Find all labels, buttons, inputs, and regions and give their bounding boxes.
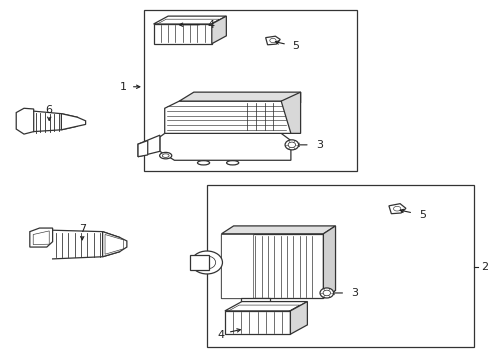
- Polygon shape: [179, 92, 300, 103]
- Text: 5: 5: [419, 210, 426, 220]
- Polygon shape: [389, 204, 406, 214]
- Ellipse shape: [197, 161, 210, 165]
- Circle shape: [288, 142, 295, 148]
- Polygon shape: [241, 298, 270, 307]
- Ellipse shape: [226, 161, 239, 165]
- Text: 3: 3: [316, 140, 323, 150]
- Text: 4: 4: [218, 330, 224, 340]
- Bar: [225, 311, 291, 334]
- Ellipse shape: [160, 152, 172, 159]
- Circle shape: [198, 256, 216, 269]
- Circle shape: [323, 290, 331, 296]
- Polygon shape: [30, 228, 52, 247]
- Polygon shape: [225, 302, 307, 311]
- Polygon shape: [281, 92, 300, 134]
- Polygon shape: [160, 134, 291, 160]
- Text: 7: 7: [79, 224, 86, 234]
- Polygon shape: [323, 226, 336, 298]
- Polygon shape: [212, 16, 226, 44]
- Bar: [190, 255, 209, 270]
- Polygon shape: [102, 231, 127, 257]
- Ellipse shape: [270, 39, 276, 42]
- Bar: [221, 234, 323, 298]
- Circle shape: [320, 288, 334, 298]
- Bar: [144, 10, 357, 171]
- Polygon shape: [61, 114, 86, 130]
- Ellipse shape: [393, 206, 401, 211]
- Text: 4: 4: [207, 20, 215, 30]
- Text: 1: 1: [120, 82, 126, 92]
- Bar: [221, 234, 253, 298]
- Circle shape: [192, 251, 222, 274]
- Polygon shape: [266, 36, 280, 45]
- Text: 2: 2: [481, 262, 488, 272]
- Polygon shape: [16, 108, 34, 134]
- Bar: [207, 185, 474, 347]
- Polygon shape: [138, 140, 148, 157]
- Polygon shape: [221, 226, 336, 234]
- Circle shape: [285, 140, 299, 150]
- Ellipse shape: [162, 154, 169, 157]
- Bar: [153, 24, 212, 44]
- Text: 3: 3: [351, 288, 358, 298]
- Text: 6: 6: [46, 105, 53, 115]
- Polygon shape: [153, 16, 226, 24]
- Polygon shape: [138, 135, 160, 157]
- Text: 5: 5: [292, 41, 299, 51]
- Polygon shape: [165, 101, 291, 134]
- Polygon shape: [291, 302, 307, 334]
